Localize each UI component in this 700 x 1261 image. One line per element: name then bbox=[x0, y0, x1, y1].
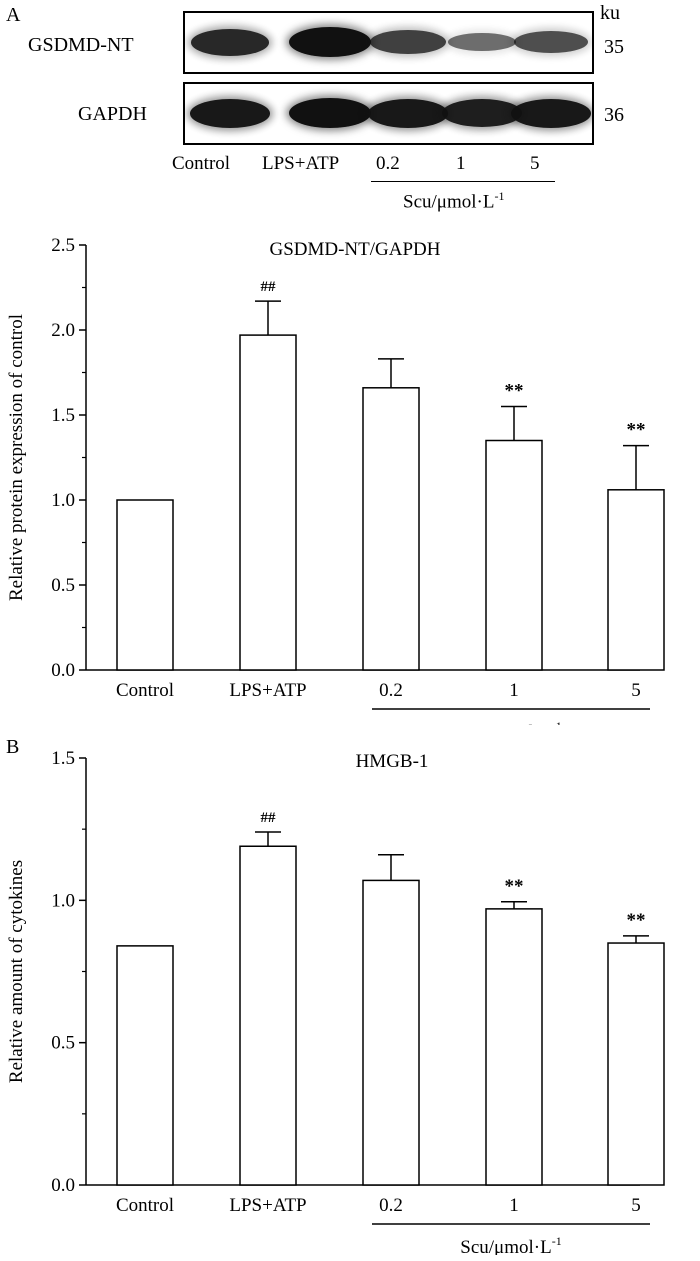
blot-row-label-gsdmd: GSDMD-NT bbox=[28, 34, 134, 56]
y-tick-label: 1.5 bbox=[51, 405, 75, 426]
bar-0 bbox=[116, 945, 174, 1186]
y-tick-label: 0.5 bbox=[51, 1033, 75, 1054]
blot-size-gsdmd: 35 bbox=[604, 36, 624, 58]
x-tick-label-1: LPS+ATP bbox=[229, 680, 306, 701]
panel-a-label: A bbox=[6, 4, 21, 26]
blot-lane-lps-atp: LPS+ATP bbox=[262, 153, 340, 174]
blot-band-gapdh-3 bbox=[442, 99, 522, 127]
blot-lane-0-2: 0.2 bbox=[376, 153, 400, 174]
y-tick-label: 1.5 bbox=[51, 748, 75, 769]
blot-size-gapdh: 36 bbox=[604, 104, 624, 126]
blot-group-line bbox=[371, 181, 555, 182]
y-tick-label: 2.0 bbox=[51, 320, 75, 341]
bar-1 bbox=[239, 845, 297, 1186]
blot-band-gapdh-4 bbox=[510, 98, 592, 128]
blot-band-gsdmd-nt-2 bbox=[370, 30, 446, 54]
blot-strip-gsdmd bbox=[183, 11, 594, 74]
significance-mark-3: ** bbox=[505, 876, 524, 897]
bar-0 bbox=[116, 499, 174, 671]
x-tick-label-0: Control bbox=[116, 1195, 174, 1216]
blot-group-label: Scu/μmol·L-1 bbox=[403, 189, 505, 213]
y-tick-label: 1.0 bbox=[51, 890, 75, 911]
x-tick-label-1: LPS+ATP bbox=[229, 1195, 306, 1216]
y-axis-label: Relative amount of cytokines bbox=[6, 860, 27, 1083]
group-label: Scu/μmol·L-1 bbox=[460, 719, 561, 725]
bar-1 bbox=[239, 334, 297, 671]
bar-3 bbox=[485, 908, 543, 1186]
significance-mark-1: ## bbox=[261, 810, 277, 826]
bar-3 bbox=[485, 439, 543, 671]
blot-band-gapdh-2 bbox=[367, 98, 449, 128]
significance-mark-3: ** bbox=[505, 381, 524, 402]
blot-lane-1: 1 bbox=[456, 153, 466, 174]
x-tick-label-4: 5 bbox=[631, 680, 641, 701]
group-label: Scu/μmol·L-1 bbox=[460, 1234, 561, 1255]
x-tick-label-3: 1 bbox=[509, 1195, 519, 1216]
x-tick-label-2: 0.2 bbox=[379, 1195, 403, 1216]
y-tick-label: 0.0 bbox=[51, 660, 75, 681]
chart-hmgb1: 0.0 0.5 1.0 1.5 Relative amount of cytokines… bbox=[6, 748, 665, 1255]
significance-mark-1: ## bbox=[261, 279, 277, 295]
chart-title: GSDMD-NT/GAPDH bbox=[269, 239, 440, 260]
x-tick-label-0: Control bbox=[116, 680, 174, 701]
blot-band-gsdmd-nt-3 bbox=[447, 33, 517, 51]
blot-band-gsdmd-nt-1 bbox=[289, 27, 371, 57]
bar-4 bbox=[607, 489, 665, 671]
chart-title: HMGB-1 bbox=[356, 751, 429, 772]
blot-band-gapdh-1 bbox=[289, 98, 371, 128]
bar-2 bbox=[362, 387, 420, 671]
bar-4 bbox=[607, 942, 665, 1186]
panel-b-label: B bbox=[6, 736, 20, 758]
blot-strip-gapdh bbox=[183, 82, 594, 145]
chart-gsdmd-gapdh: 0.0 0.5 1.0 1.5 2.0 2.5 Relative protein expre… bbox=[6, 235, 665, 725]
x-tick-label-3: 1 bbox=[509, 680, 519, 701]
y-tick-label: 0.5 bbox=[51, 575, 75, 596]
x-tick-label-2: 0.2 bbox=[379, 680, 403, 701]
bar-2 bbox=[362, 879, 420, 1186]
y-tick-label: 2.5 bbox=[51, 235, 75, 256]
blot-band-gsdmd-nt-4 bbox=[514, 31, 588, 53]
significance-mark-4: ** bbox=[627, 420, 646, 441]
x-tick-label-4: 5 bbox=[631, 1195, 641, 1216]
y-tick-label: 1.0 bbox=[51, 490, 75, 511]
blot-row-label-gapdh: GAPDH bbox=[78, 103, 147, 125]
y-tick-label: 0.0 bbox=[51, 1175, 75, 1196]
blot-unit-label: ku bbox=[600, 2, 620, 24]
y-axis-label: Relative protein expression of control bbox=[6, 314, 27, 601]
significance-mark-4: ** bbox=[627, 910, 646, 931]
blot-band-gapdh-0 bbox=[189, 98, 271, 128]
blot-lane-5: 5 bbox=[530, 153, 540, 174]
blot-lane-control: Control bbox=[172, 153, 231, 174]
blot-band-gsdmd-nt-0 bbox=[190, 28, 270, 56]
